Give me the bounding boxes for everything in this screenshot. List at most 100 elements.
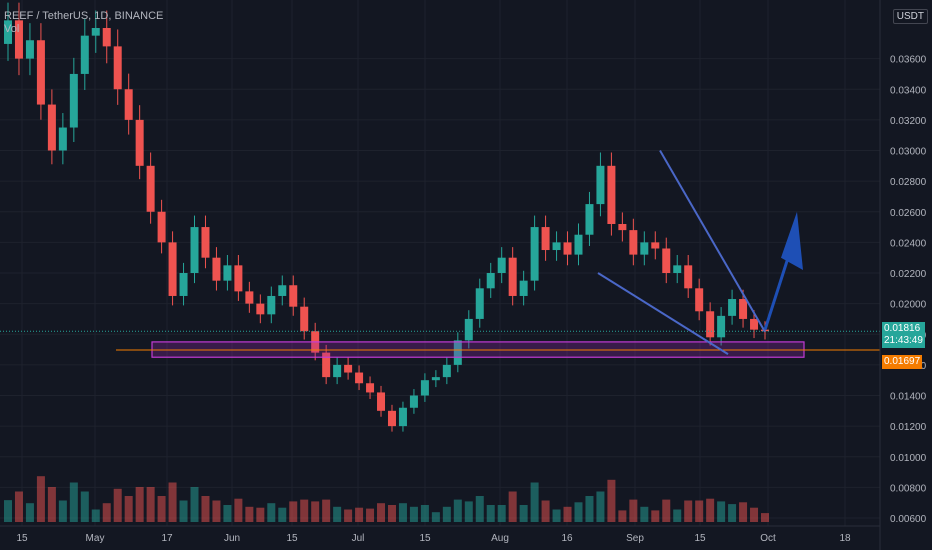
candle-body (58, 127, 67, 151)
candle-body (168, 242, 177, 296)
candle-body (563, 242, 572, 255)
volume-bar (124, 496, 133, 522)
candle-body (717, 315, 726, 338)
candle-body (629, 230, 638, 255)
currency-unit-badge[interactable]: USDT (892, 9, 928, 24)
candle-body (596, 165, 605, 205)
volume-bar (135, 487, 144, 522)
volume-bar (695, 500, 704, 522)
volume-bar (4, 500, 12, 522)
volume-bar (750, 507, 759, 522)
x-tick-label: 15 (419, 533, 431, 544)
price-axis: 0.03600 0.03400 0.03200 0.03000 0.02800 0.026… (879, 0, 927, 550)
candle-body (618, 224, 627, 231)
volume-bar (80, 491, 89, 522)
volume-bar (223, 505, 232, 522)
volume-bar (201, 496, 210, 522)
candle-body (223, 265, 232, 281)
x-tick-label: 15 (16, 533, 28, 544)
volume-bar (322, 499, 331, 522)
candle-body (651, 242, 660, 249)
volume-bar (366, 508, 375, 522)
volume-bar (102, 503, 111, 522)
candle-body (102, 28, 111, 47)
candle-body (464, 318, 473, 341)
candle-body (453, 340, 462, 365)
volume-bar (618, 510, 627, 522)
volume-bar (728, 504, 737, 522)
x-tick-label: Jun (224, 533, 240, 544)
candle-body (475, 288, 484, 319)
y-tick-label: 0.03600 (890, 55, 927, 66)
candle-body (278, 285, 287, 296)
candle-body (728, 299, 737, 316)
candle-body (486, 273, 495, 289)
bar-countdown: 21:43:49 (884, 335, 923, 346)
candle-body (607, 165, 616, 224)
volume-bar (629, 499, 638, 522)
candle-body (91, 28, 100, 36)
candle-body (300, 306, 309, 332)
volume-bar (442, 506, 451, 522)
y-tick-label: 0.02600 (890, 208, 927, 219)
volume-bar (607, 479, 616, 522)
candle-body (344, 364, 353, 373)
volume-bar (212, 500, 221, 522)
last-price-tag: 0.01816 21:43:49 (882, 322, 925, 348)
volume-bar (706, 498, 715, 522)
candle-body (124, 89, 133, 120)
volume-bar (486, 505, 495, 522)
volume-bar (146, 487, 155, 522)
volume-bar (409, 506, 418, 522)
volume-bar (69, 482, 78, 522)
candle-body (420, 380, 429, 396)
candle-body (387, 410, 396, 427)
volume-bar (420, 505, 429, 522)
volume-bar (475, 496, 484, 522)
volume-bar (508, 491, 517, 522)
volume-bar (574, 502, 583, 522)
y-tick-label: 0.03200 (890, 116, 927, 127)
drawing-overlays (0, 149, 880, 358)
candle-body (25, 40, 34, 59)
candle-body (366, 383, 375, 393)
volume-bar (453, 499, 462, 522)
volume-bar (431, 512, 440, 522)
candle-body (47, 104, 56, 151)
candle-body (673, 265, 682, 273)
volume-bar (311, 501, 320, 522)
volume-bar (113, 488, 122, 522)
volume-bar (14, 491, 23, 522)
volume-bar (552, 509, 561, 522)
x-tick-label: Oct (760, 533, 776, 544)
candle-body (190, 227, 199, 273)
x-tick-label: 17 (161, 533, 173, 544)
candle-body (36, 40, 45, 105)
x-tick-label: Sep (626, 533, 644, 544)
volume-bar (684, 500, 693, 522)
candle-body (442, 364, 451, 378)
candle-body (541, 227, 550, 251)
volume-bar (168, 482, 177, 522)
candle-body (4, 20, 12, 44)
breakout-arrow-head (781, 211, 803, 270)
y-tick-label: 0.02000 (890, 300, 927, 311)
candle-body (530, 227, 539, 281)
y-tick-label: 0.00800 (890, 483, 927, 494)
candle-body (497, 257, 506, 273)
y-tick-label: 0.03400 (890, 85, 927, 96)
volume-bar (157, 496, 166, 522)
candle-body (14, 20, 23, 59)
candle-body (135, 119, 144, 166)
volume-bar (398, 503, 407, 522)
volume-bar (47, 487, 56, 522)
candle-body (519, 280, 528, 296)
candle-body (750, 318, 759, 330)
volume-bar (245, 506, 254, 522)
volume-bar (662, 499, 671, 522)
volume-bar (344, 509, 353, 522)
time-axis: 15 May 17 Jun 15 Jul 15 Aug 16 Sep 15 Oct 18 (0, 525, 880, 544)
volume-bar (541, 500, 550, 522)
x-tick-label: Aug (491, 533, 509, 544)
